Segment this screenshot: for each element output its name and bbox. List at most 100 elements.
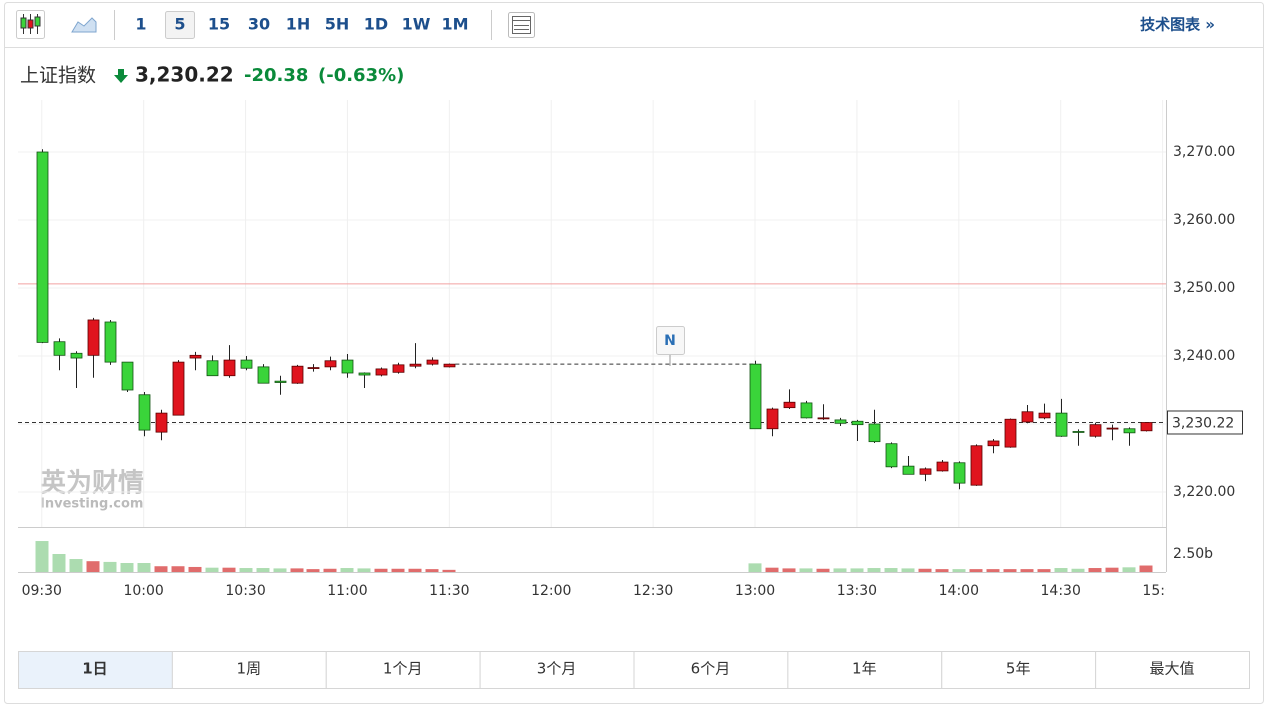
range-tab[interactable] (325, 651, 481, 689)
candle-body (1089, 424, 1102, 437)
volume-bar (969, 569, 983, 572)
volume-bar (290, 568, 304, 572)
interval-button[interactable]: 1H (286, 15, 311, 34)
range-tab[interactable] (1095, 651, 1250, 689)
change-pct: (-0.63%) (318, 65, 404, 86)
volume-bar (154, 566, 168, 572)
last-price-tag-label: 3,230.22 (1172, 415, 1234, 431)
volume-bar (1054, 568, 1068, 572)
range-tab[interactable] (787, 651, 943, 689)
volume-bar (952, 569, 966, 572)
volume-bar (52, 553, 66, 572)
candle-body (1021, 411, 1034, 423)
interval-selected (165, 11, 195, 39)
range-tab-label[interactable]: 1年 (852, 660, 877, 678)
volume-bar (833, 568, 847, 572)
interval-button[interactable]: 1M (441, 15, 468, 34)
volume-bar (867, 568, 881, 572)
volume-bar (918, 568, 932, 572)
y-tick-label: 3,270.00 (1173, 144, 1235, 160)
interval-button[interactable]: 1D (364, 15, 388, 34)
volume-bar (171, 566, 185, 572)
volume-bar (374, 568, 388, 572)
area-icon[interactable] (71, 17, 97, 33)
table-icon[interactable] (508, 12, 535, 38)
candle-body (749, 363, 762, 430)
volume-tick-label: 2.50b (1173, 546, 1213, 562)
y-tick-label: 3,240.00 (1173, 348, 1235, 364)
interval-button[interactable]: 1 (135, 15, 146, 34)
volume-bar (1037, 569, 1051, 572)
volume-bar (188, 566, 202, 572)
range-tab[interactable] (941, 651, 1097, 689)
volume-bar (35, 541, 49, 572)
marker-label[interactable]: N (664, 333, 676, 349)
volume-bar (391, 568, 405, 572)
range-tab-label[interactable]: 1个月 (383, 660, 423, 678)
range-tab-label[interactable]: 3个月 (537, 660, 577, 678)
volume-bar (986, 569, 1000, 572)
range-tab[interactable] (171, 651, 327, 689)
candle-body (919, 468, 932, 475)
x-tick-label: 09:30 (22, 583, 62, 599)
volume-bar (273, 568, 287, 572)
range-tab-label[interactable]: 5年 (1006, 660, 1031, 678)
candle-body (1038, 412, 1051, 419)
candle-body (987, 440, 1000, 447)
candle-body (307, 367, 320, 369)
candle-body (970, 445, 983, 486)
volume-bar (442, 569, 456, 572)
candle-body (274, 380, 287, 383)
candle-body (1106, 427, 1119, 430)
range-tab-label[interactable]: 1日 (82, 660, 107, 678)
candle-body (1140, 422, 1153, 432)
volume-bar (1020, 569, 1034, 572)
volume-bar (901, 568, 915, 572)
candle-body (834, 419, 847, 424)
x-tick-label: 14:30 (1041, 583, 1081, 599)
interval-button[interactable]: 5H (325, 15, 350, 34)
volume-bar (120, 562, 134, 572)
candle-body (172, 361, 185, 416)
candle-body (257, 366, 270, 384)
volume-bar (1071, 568, 1085, 572)
y-tick-label: 3,250.00 (1173, 280, 1235, 296)
interval-button[interactable]: 1W (402, 15, 431, 34)
tech-chart-link[interactable]: 技术图表 » (1140, 16, 1215, 34)
range-tab[interactable] (479, 651, 635, 689)
candle-body (341, 359, 354, 374)
candle-icon[interactable] (16, 10, 45, 39)
x-tick-label: 14:00 (939, 583, 979, 599)
volume-bar (137, 562, 151, 572)
range-tab-label[interactable]: 1周 (237, 660, 262, 678)
candle-body (121, 361, 134, 391)
x-tick-label: 11:30 (429, 583, 469, 599)
candle-body (443, 363, 456, 368)
x-tick-label: 11:00 (327, 583, 367, 599)
range-tab-label[interactable]: 最大值 (1150, 660, 1195, 678)
volume-bar (357, 568, 371, 572)
volume-bar (103, 561, 117, 572)
x-tick-label: 13:30 (837, 583, 877, 599)
volume-bar (1122, 567, 1136, 572)
marker-box[interactable] (656, 326, 685, 355)
x-tick-label: 13:00 (735, 583, 775, 599)
volume-bar (816, 568, 830, 572)
range-tab-label[interactable]: 6个月 (691, 660, 731, 678)
y-tick-label: 3,260.00 (1173, 212, 1235, 228)
interval-button[interactable]: 5 (174, 15, 185, 34)
range-tab[interactable] (18, 651, 173, 689)
last-price: 3,230.22 (135, 63, 234, 87)
interval-button[interactable]: 15 (208, 15, 230, 34)
range-tab[interactable] (633, 651, 789, 689)
candle-body (885, 443, 898, 468)
candle-body (240, 359, 253, 369)
candle-body (953, 462, 966, 484)
interval-button[interactable]: 30 (248, 15, 270, 34)
candle-body (902, 465, 915, 475)
candle-body (358, 372, 371, 376)
watermark-site: Investing.com (40, 497, 143, 512)
candle-body (851, 420, 864, 426)
x-tick-label: 12:00 (531, 583, 571, 599)
volume-bar (1003, 569, 1017, 572)
